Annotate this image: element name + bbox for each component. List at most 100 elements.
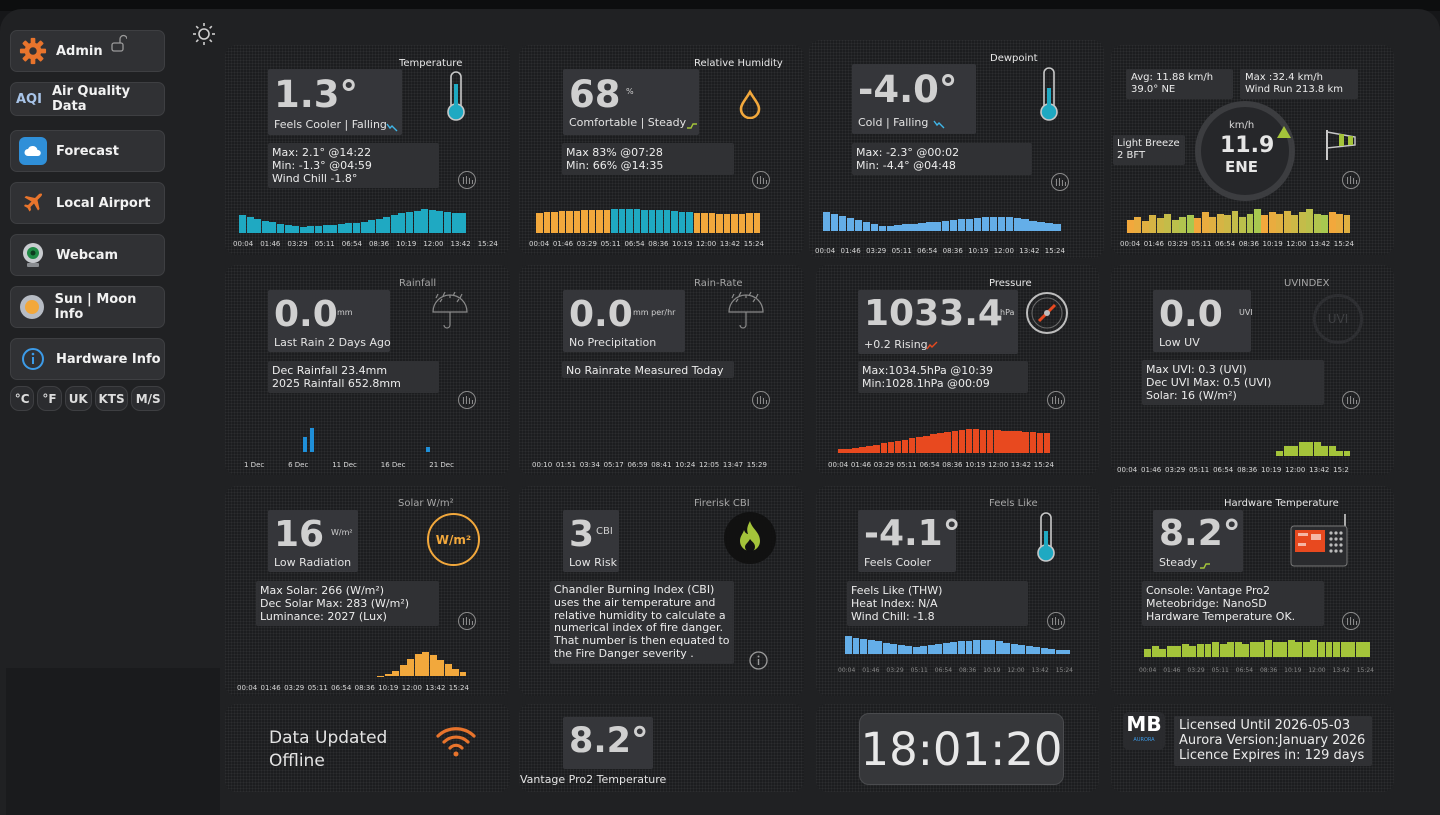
sidebar-item-webcam[interactable]: Webcam bbox=[10, 234, 165, 276]
airplane-icon bbox=[19, 189, 47, 217]
chart-bar bbox=[459, 213, 467, 233]
chart-icon[interactable] bbox=[458, 171, 476, 189]
chart-bar bbox=[934, 221, 942, 231]
chart-bar bbox=[753, 213, 761, 233]
sidebar-item-label: Sun | Moon Info bbox=[54, 292, 137, 322]
license-card: MB AURORA Licensed Until 2026-05-03 Auro… bbox=[1111, 704, 1394, 792]
solar-unit: W/m² bbox=[331, 528, 353, 537]
chart-bar bbox=[1196, 644, 1204, 657]
sidebar-item-label: Air Quality Data bbox=[51, 84, 131, 114]
axis-tick-label: 11 Dec bbox=[332, 461, 357, 469]
chart-bar bbox=[823, 212, 831, 231]
chart-bar bbox=[1343, 451, 1351, 456]
chart-bar bbox=[375, 218, 383, 233]
stat-line: Max :32.4 km/h bbox=[1245, 72, 1323, 83]
chart-bar bbox=[965, 218, 974, 231]
chart-bar bbox=[1336, 213, 1343, 233]
chart-icon[interactable] bbox=[1047, 391, 1065, 409]
unit-fahrenheit-button[interactable]: °F bbox=[37, 386, 62, 411]
theme-toggle-icon[interactable] bbox=[192, 22, 216, 50]
info-icon[interactable] bbox=[749, 651, 768, 674]
axis-tick-label: 10:19 bbox=[968, 247, 989, 255]
value-box bbox=[563, 69, 699, 135]
chart-icon[interactable] bbox=[1342, 391, 1360, 409]
chart-bar bbox=[942, 642, 950, 654]
chart-bar bbox=[1048, 648, 1056, 654]
axis-tick-label: 10:19 bbox=[983, 667, 1001, 674]
chart-bar bbox=[878, 226, 886, 231]
chart-bar bbox=[1317, 642, 1325, 657]
axis-tick-label: 12:00 bbox=[988, 461, 1009, 469]
unit-celsius-button[interactable]: °C bbox=[10, 386, 35, 411]
umbrella-rain-icon bbox=[725, 290, 767, 336]
axis-tick-label: 05:11 bbox=[307, 684, 328, 692]
value-box bbox=[563, 510, 619, 572]
chart-bar bbox=[360, 221, 368, 233]
sidebar-item-airport[interactable]: Local Airport bbox=[10, 182, 165, 224]
stat-line: 39.0° NE bbox=[1131, 84, 1176, 95]
chart-icon[interactable] bbox=[1047, 612, 1065, 630]
axis-tick-label: 13:42 bbox=[1310, 240, 1331, 248]
unit-kts-button[interactable]: KTS bbox=[94, 386, 129, 411]
unit-ms-button[interactable]: M/S bbox=[131, 386, 166, 411]
chart-bar bbox=[581, 210, 588, 233]
mb-logo-sub: AURORA bbox=[1133, 737, 1155, 743]
chart-icon[interactable] bbox=[1342, 171, 1360, 189]
dewpoint-value: -4.0° bbox=[858, 68, 958, 111]
axis-tick-label: 10:19 bbox=[1261, 466, 1282, 474]
chart-icon[interactable] bbox=[458, 391, 476, 409]
stat-line: Dec Rainfall 23.4mm bbox=[272, 364, 388, 377]
chart-bar bbox=[390, 214, 398, 233]
chart-icon[interactable] bbox=[458, 612, 476, 630]
axis-tick-label: 00:04 bbox=[828, 461, 849, 469]
sidebar-item-aqi[interactable]: AQI Air Quality Data bbox=[10, 82, 165, 116]
chart-bar bbox=[1045, 222, 1053, 231]
card-title: Hardware Temperature bbox=[1224, 498, 1339, 509]
chart-bar bbox=[1134, 216, 1142, 233]
axis-tick-label: 08:36 bbox=[648, 240, 669, 248]
axis-tick-label: 12:00 bbox=[993, 247, 1014, 255]
chart-icon[interactable] bbox=[752, 171, 770, 189]
wind-maximum: Max :32.4 km/h Wind Run 213.8 km bbox=[1240, 69, 1358, 99]
axis-tick-label: 06:54 bbox=[919, 461, 940, 469]
chart-bar bbox=[352, 222, 360, 233]
chart-bar bbox=[1325, 642, 1333, 657]
chart-bar bbox=[314, 226, 322, 233]
chart-icon[interactable] bbox=[1342, 612, 1360, 630]
value-box bbox=[852, 64, 976, 134]
sidebar-item-hardware[interactable]: Hardware Info bbox=[10, 338, 165, 380]
rainfall-value: 0.0 bbox=[274, 294, 338, 335]
value-box bbox=[268, 69, 402, 135]
feelslike-chart bbox=[845, 636, 1071, 654]
chart-bar bbox=[1363, 642, 1371, 657]
feelslike-card: Feels Like -4.1° Feels Cooler Feels Like… bbox=[816, 486, 1099, 696]
chart-bar bbox=[979, 429, 987, 453]
falling-trend-icon bbox=[933, 114, 945, 133]
chart-bar bbox=[716, 213, 723, 233]
axis-tick-label: 03:34 bbox=[579, 461, 600, 469]
sidebar-item-forecast[interactable]: Forecast bbox=[10, 130, 165, 172]
axis-tick-label: 00:04 bbox=[237, 684, 258, 692]
sidebar-item-label: Webcam bbox=[56, 247, 119, 263]
chart-bar bbox=[626, 209, 633, 233]
license-info: Licensed Until 2026-05-03 Aurora Version… bbox=[1174, 716, 1372, 766]
chart-icon[interactable] bbox=[1051, 173, 1069, 191]
sidebar-item-label: Hardware Info bbox=[56, 351, 161, 367]
sidebar-item-sun-moon[interactable]: Sun | Moon Info bbox=[10, 286, 165, 328]
stat-line: Heat Index: N/A bbox=[851, 597, 938, 610]
chart-bar bbox=[1321, 446, 1329, 456]
stat-line: Avg: 11.88 km/h bbox=[1131, 72, 1214, 83]
chart-icon[interactable] bbox=[752, 391, 770, 409]
chart-bar bbox=[944, 431, 951, 453]
temperature-chart bbox=[239, 209, 467, 233]
axis-tick-label: 05:11 bbox=[891, 247, 912, 255]
chart-bar bbox=[1003, 642, 1011, 654]
chart-bar bbox=[1156, 218, 1164, 233]
sidebar-item-admin[interactable]: Admin bbox=[10, 30, 165, 72]
chart-bar bbox=[239, 215, 246, 233]
unit-uk-button[interactable]: UK bbox=[64, 386, 92, 411]
chart-bar bbox=[603, 209, 611, 233]
chart-bar bbox=[1302, 642, 1310, 657]
solar-badge-icon: W/m² bbox=[427, 513, 480, 566]
description-line: Chandler Burning Index (CBI) bbox=[554, 583, 715, 596]
